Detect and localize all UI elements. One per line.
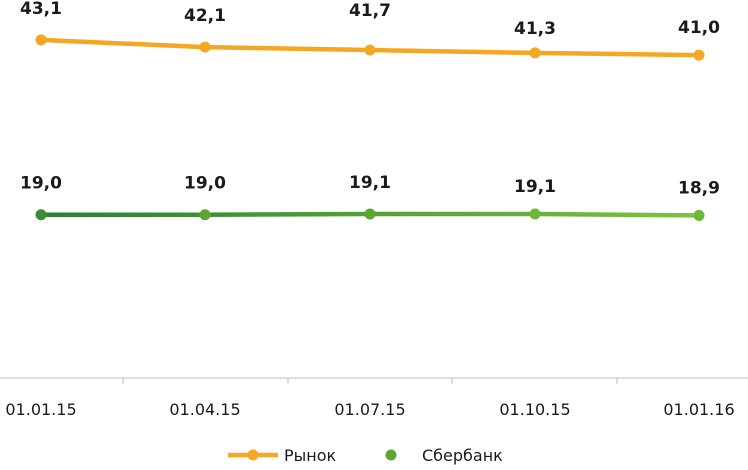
legend-swatch-marker [247,449,259,461]
data-point [364,208,376,220]
data-label: 41,3 [514,19,556,39]
series-sberbank: 19,0 19,0 19,1 19,1 18,9 [20,173,720,221]
data-label: 42,1 [184,6,226,26]
data-label: 19,1 [349,173,391,193]
legend-label: Сбербанк [422,446,503,465]
data-point [199,41,211,53]
data-label: 19,0 [184,174,226,194]
data-point [199,209,211,221]
legend-swatch-marker [385,449,397,461]
data-point [364,44,376,56]
x-tick-label: 01.01.16 [663,400,734,419]
data-label: 41,7 [349,1,391,21]
data-point [693,49,705,61]
data-point [35,34,47,46]
x-axis: 01.01.15 01.04.15 01.07.15 01.10.15 01.01.16 [0,377,748,419]
data-point [35,209,47,221]
data-label: 18,9 [678,178,720,198]
data-point [529,208,541,220]
data-point [529,47,541,59]
x-tick-label: 01.07.15 [334,400,405,419]
x-tick-label: 01.10.15 [499,400,570,419]
data-label: 19,0 [20,174,62,194]
legend-label: Рынок [284,446,337,465]
data-point [693,209,705,221]
x-tick-label: 01.04.15 [169,400,240,419]
x-tick-label: 01.01.15 [5,400,76,419]
series-rynok: 43,1 42,1 41,7 41,3 41,0 [20,0,720,61]
data-label: 19,1 [514,177,556,197]
data-label: 43,1 [20,0,62,19]
data-label: 41,0 [678,18,720,38]
x-axis-ticks: 01.01.15 01.04.15 01.07.15 01.10.15 01.01.16 [5,378,735,419]
series-layer: 43,1 42,1 41,7 41,3 41,0 19,0 19,0 19,1 19,1 18,9 [20,0,720,221]
legend: Рынок Сбербанк [228,446,503,465]
